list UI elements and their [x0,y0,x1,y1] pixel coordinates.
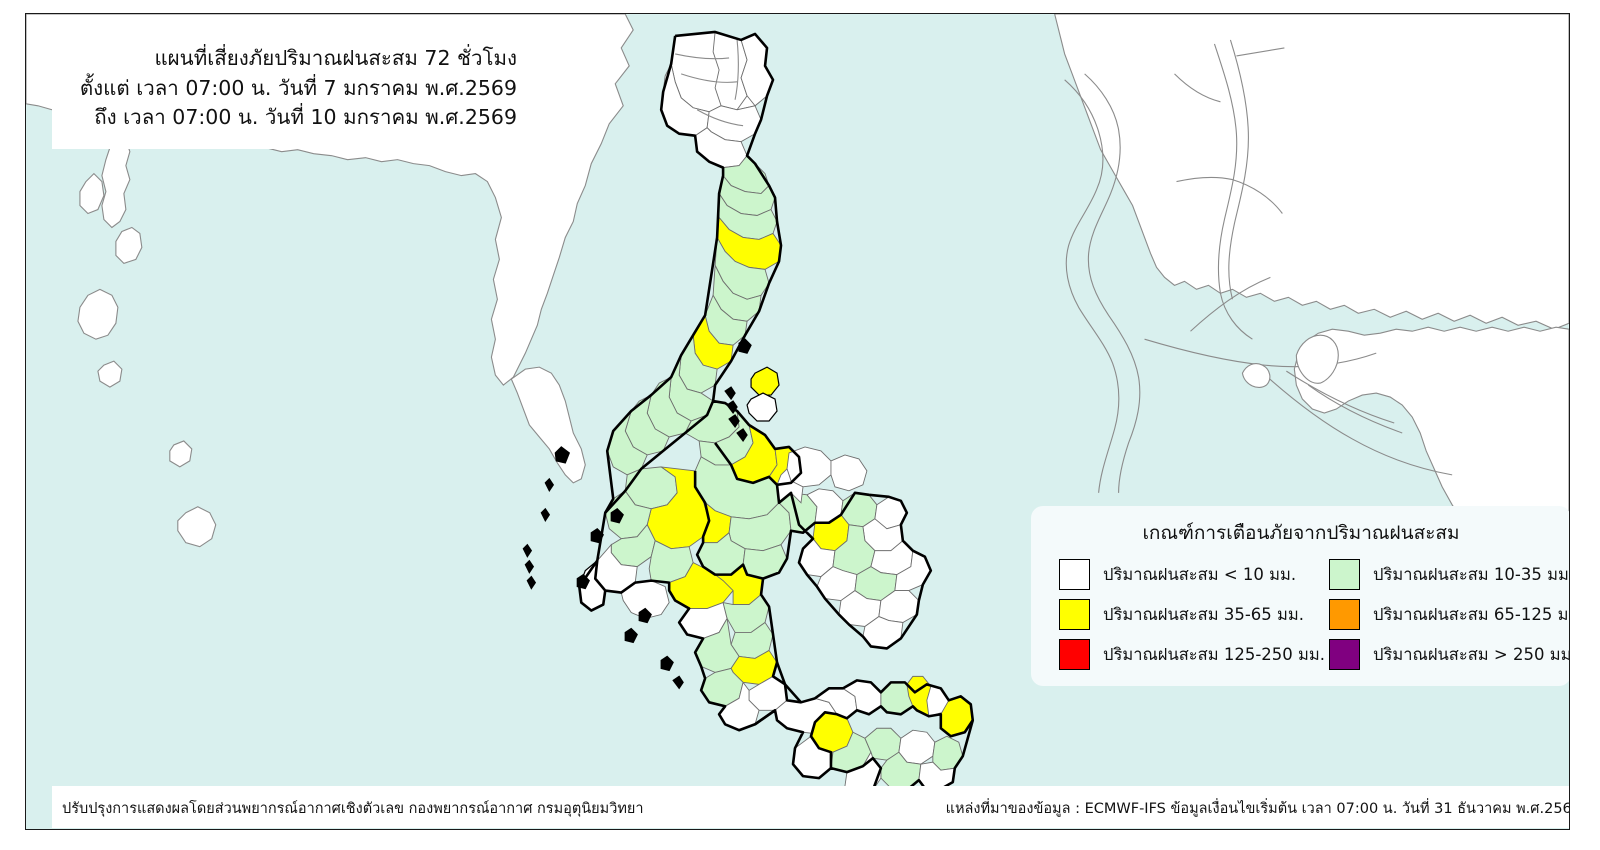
title-line-1: แผนที่เสี่ยงภัยปริมาณฝนสะสม 72 ชั่วโมง [154,46,517,71]
islet [554,446,571,464]
legend-swatch-10-35 [1329,559,1361,590]
legend-label-65-125: ปริมาณฝนสะสม 65-125 มม. [1373,604,1570,624]
map-frame: แผนที่เสี่ยงภัยปริมาณฝนสะสม 72 ชั่วโมง ต… [25,13,1570,830]
legend-swatch-lt10 [1059,559,1090,590]
legend-item-125-250[interactable]: ปริมาณฝนสะสม 125-250 มม. [1059,639,1325,670]
legend-item-lt10[interactable]: ปริมาณฝนสะสม < 10 มม. [1059,559,1325,590]
province-area [620,580,670,619]
rainfall-risk-map[interactable] [26,14,1569,829]
legend-item-10-35[interactable]: ปริมาณฝนสะสม 10-35 มม. [1329,559,1570,590]
province-area [722,593,770,633]
map-title-box: แผนที่เสี่ยงภัยปริมาณฝนสะสม 72 ชั่วโมง ต… [52,28,539,149]
islet [524,559,535,574]
footer-source-right: แหล่งที่มาของข้อมูล : ECMWF-IFS ข้อมูลเง… [945,801,1570,817]
koh-phangan-island-alert [750,366,780,396]
islet [540,507,551,522]
islet [638,607,652,624]
islet [610,508,624,524]
islet [736,428,748,442]
legend-swatch-65-125 [1329,599,1361,630]
legend-item-65-125[interactable]: ปริมาณฝนสะสม 65-125 มม. [1329,599,1570,630]
country-outline [577,30,975,792]
title-line-3: ถึง เวลา 07:00 น. วันที่ 10 มกราคม พ.ศ.2… [94,105,517,130]
legend-label-35-65: ปริมาณฝนสะสม 35-65 มม. [1103,604,1305,624]
thai-myanmar-border [604,35,725,514]
islet [624,627,638,644]
islet [728,414,740,429]
legend-swatch-125-250 [1059,639,1090,670]
legend-label-10-35: ปริมาณฝนสะสม 10-35 มม. [1373,564,1570,584]
legend-panel: เกณฑ์การเตือนภัยจากปริมาณฝนสะสม ปริมาณฝน… [1031,506,1570,686]
legend-heading: เกณฑ์การเตือนภัยจากปริมาณฝนสะสม [1142,522,1460,544]
koh-samui-island [746,392,778,422]
islet [724,386,736,401]
islet [526,575,537,590]
footer-bar: ปรับปรุงการแสดงผลโดยส่วนพยากรณ์อากาศเชิง… [52,786,1570,828]
legend-label-gt250: ปริมาณฝนสะสม > 250 มม. [1373,644,1570,664]
province-area [830,454,868,492]
legend-item-gt250[interactable]: ปริมาณฝนสะสม > 250 มม. [1329,639,1570,670]
legend-label-lt10: ปริมาณฝนสะสม < 10 มม. [1103,564,1297,584]
title-line-2: ตั้งแต่ เวลา 07:00 น. วันที่ 7 มกราคม พ.… [79,75,517,100]
legend-items: ปริมาณฝนสะสม < 10 มม. ปริมาณฝนสะสม 10-35… [1031,559,1570,670]
islet [544,477,555,493]
legend-swatch-gt250 [1329,639,1361,670]
footer-credit-left: ปรับปรุงการแสดงผลโดยส่วนพยากรณ์อากาศเชิง… [62,801,644,817]
legend-label-125-250: ปริมาณฝนสะสม 125-250 มม. [1103,644,1326,664]
islet [672,675,684,690]
legend-item-35-65[interactable]: ปริมาณฝนสะสม 35-65 มม. [1059,599,1325,630]
islet [660,655,674,672]
islet [522,543,533,558]
legend-swatch-35-65 [1059,599,1090,630]
